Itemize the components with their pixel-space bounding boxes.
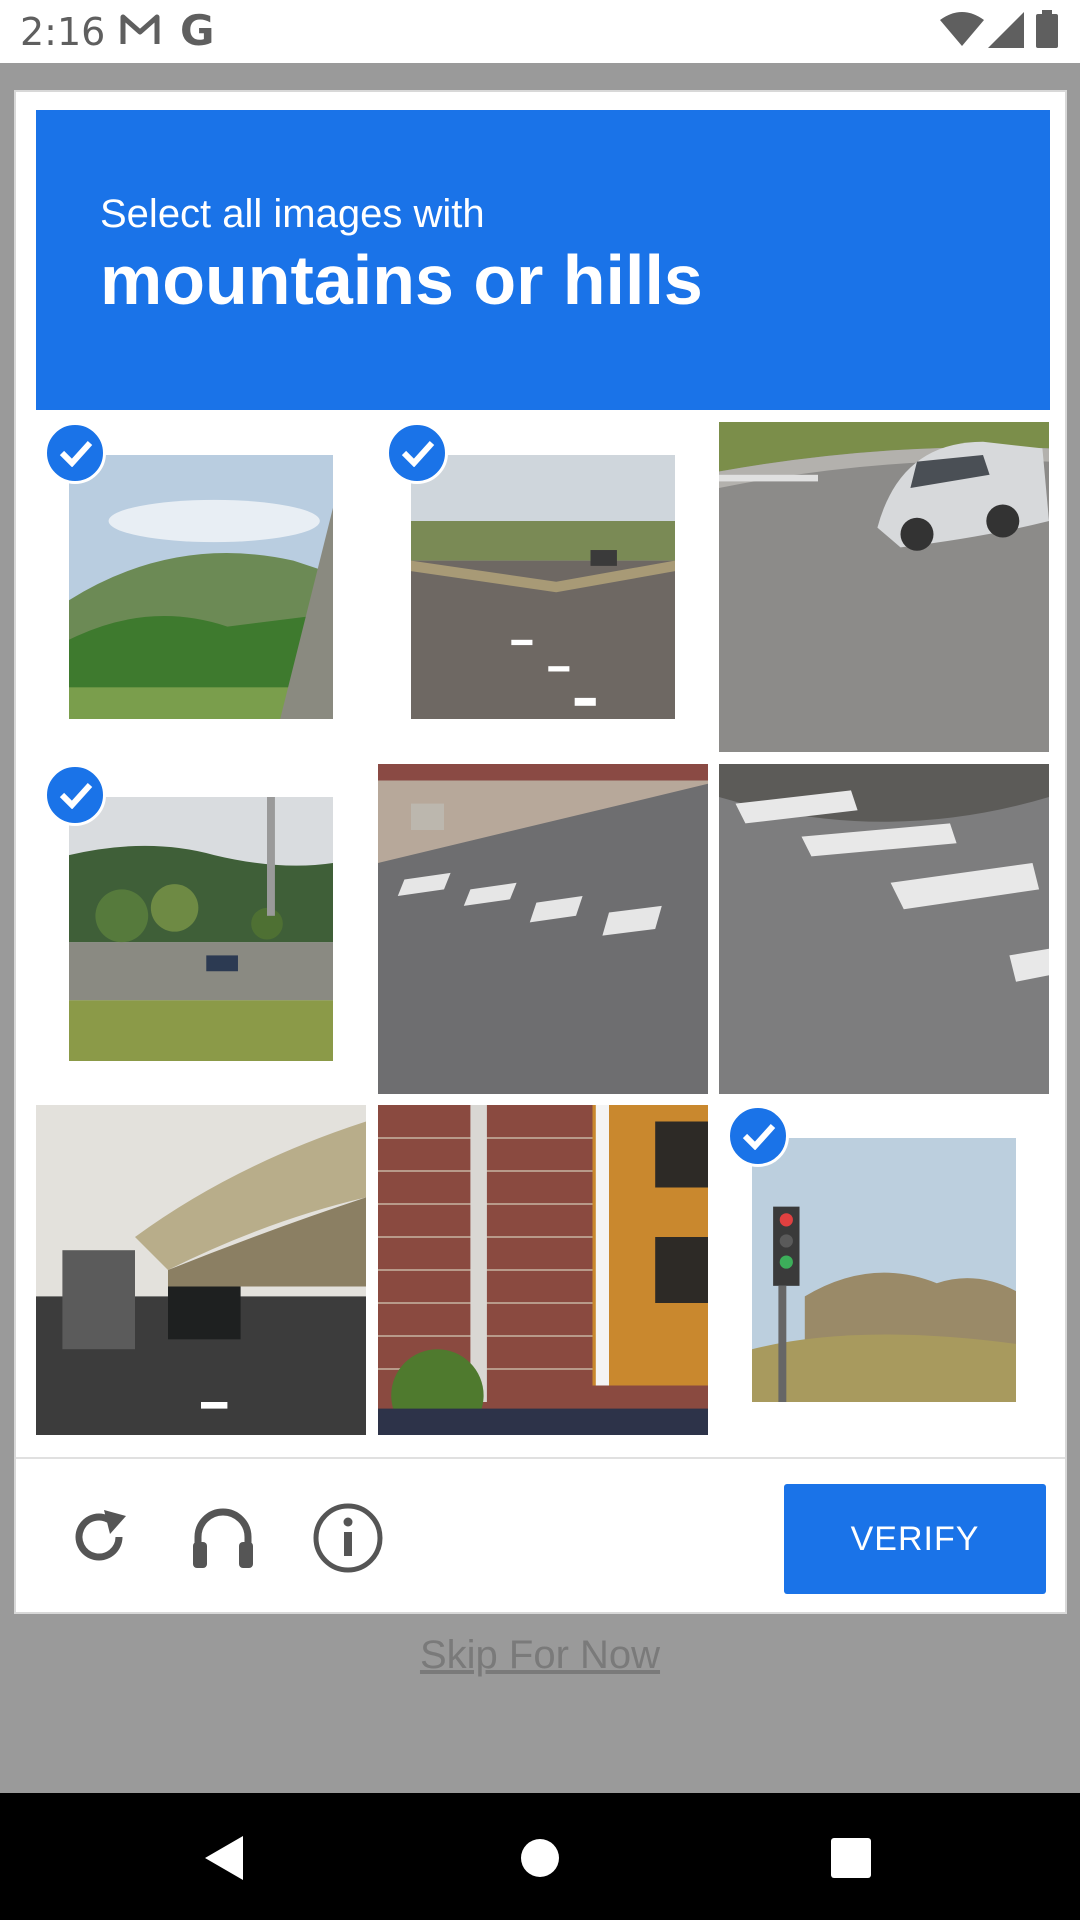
status-bar: 2:16 G: [0, 0, 1080, 63]
selected-check-icon: [386, 422, 448, 484]
tile-image: [69, 455, 333, 719]
headphones-icon[interactable]: [188, 1502, 258, 1572]
google-icon: G: [180, 6, 215, 55]
tile-image: [69, 797, 333, 1061]
captcha-tile-8[interactable]: [378, 1105, 708, 1435]
captcha-tile-7[interactable]: [36, 1105, 366, 1435]
captcha-tile-2[interactable]: [378, 422, 708, 752]
wifi-icon: [940, 12, 984, 46]
captcha-tile-4[interactable]: [36, 764, 366, 1094]
home-icon[interactable]: [520, 1838, 560, 1878]
toolbar-divider: [16, 1457, 1065, 1459]
navigation-bar: [0, 1793, 1080, 1920]
captcha-tile-3[interactable]: [719, 422, 1049, 752]
skip-link[interactable]: Skip For Now: [419, 1633, 661, 1677]
tile-image: [411, 455, 675, 719]
captcha-tile-1[interactable]: [36, 422, 366, 752]
reload-icon[interactable]: [64, 1502, 134, 1572]
info-icon[interactable]: [312, 1502, 384, 1574]
tile-image: [752, 1138, 1016, 1402]
gmail-icon: [120, 14, 160, 44]
captcha-dialog: Select all images with mountains or hill…: [14, 90, 1067, 1614]
target-text: mountains or hills: [100, 241, 703, 319]
captcha-tile-5[interactable]: [378, 764, 708, 1094]
selected-check-icon: [44, 422, 106, 484]
selected-check-icon: [44, 764, 106, 826]
tile-image: [378, 764, 708, 1094]
tile-image: [36, 1105, 366, 1435]
captcha-tile-9[interactable]: [719, 1105, 1049, 1435]
tile-image: [719, 764, 1049, 1094]
instruction-text: Select all images with: [100, 192, 485, 236]
selected-check-icon: [727, 1105, 789, 1167]
captcha-tile-6[interactable]: [719, 764, 1049, 1094]
signal-icon: [988, 12, 1024, 48]
tile-image: [719, 422, 1049, 752]
recents-icon[interactable]: [831, 1838, 871, 1878]
back-icon[interactable]: [205, 1836, 245, 1880]
status-time: 2:16: [20, 10, 106, 54]
verify-button[interactable]: VERIFY: [784, 1484, 1046, 1594]
captcha-header: Select all images with mountains or hill…: [36, 110, 1050, 410]
battery-icon: [1036, 10, 1058, 48]
tile-image: [378, 1105, 708, 1435]
